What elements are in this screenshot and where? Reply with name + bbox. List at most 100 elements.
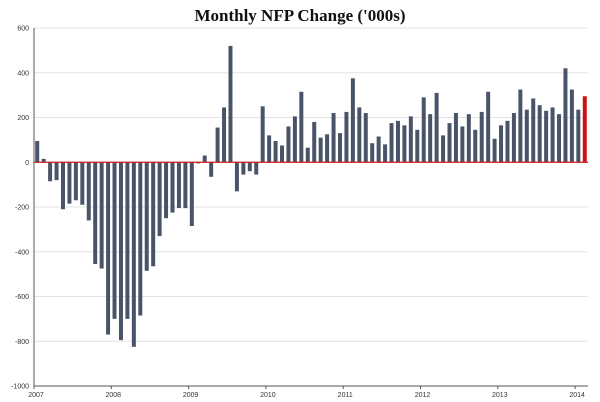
gridlines [34, 27, 588, 387]
bar [99, 162, 104, 269]
bar [241, 162, 246, 175]
bar [460, 126, 465, 163]
x-tick-label: 2007 [28, 392, 44, 399]
bar [441, 135, 446, 163]
y-tick-label: 200 [17, 115, 29, 122]
bar [511, 113, 516, 163]
bar [299, 91, 304, 163]
bar [479, 111, 484, 163]
y-tick-labels: 600 400 200 0 -200 -400 -600 -800 -1000 [11, 26, 29, 391]
bar [505, 120, 510, 163]
y-tick-label: 0 [25, 160, 29, 167]
bar [54, 162, 59, 181]
chart-title: Monthly NFP Change ('000s) [194, 6, 406, 25]
bar [106, 162, 111, 335]
bar [80, 162, 85, 205]
bar [267, 135, 272, 163]
y-tick-label: -200 [15, 205, 29, 212]
bar [247, 162, 252, 172]
bar [125, 162, 130, 319]
bar [228, 45, 233, 163]
bar [434, 92, 439, 163]
y-tick-label: -400 [15, 249, 29, 256]
bar [402, 125, 407, 163]
bar [164, 162, 169, 219]
axes [33, 28, 588, 389]
bar [292, 116, 297, 163]
bar [318, 137, 323, 163]
bar [151, 162, 156, 267]
bar [473, 129, 478, 163]
bar [408, 116, 413, 163]
bar [350, 78, 355, 163]
bar [447, 123, 452, 163]
bar [466, 114, 471, 163]
bar [280, 145, 285, 163]
bar [118, 162, 123, 341]
bar [273, 140, 278, 163]
bar [428, 114, 433, 163]
y-tick-label: 600 [17, 26, 29, 33]
bar [370, 143, 375, 163]
bar [209, 162, 214, 177]
bar [312, 121, 317, 163]
bar [537, 105, 542, 163]
y-tick-label: -800 [15, 339, 29, 346]
x-tick-label: 2012 [415, 392, 431, 399]
x-tick-label: 2009 [183, 392, 199, 399]
bar [305, 147, 310, 163]
bar [383, 144, 388, 163]
bar [73, 162, 78, 201]
bar [337, 133, 342, 163]
x-tick-label: 2013 [492, 392, 508, 399]
bar [86, 162, 91, 221]
bar [453, 113, 458, 163]
bar [524, 109, 529, 163]
bar [35, 140, 40, 163]
x-tick-label: 2014 [569, 392, 585, 399]
bar [144, 162, 149, 271]
bar [234, 162, 239, 192]
bar [550, 107, 555, 163]
x-tick-label: 2008 [106, 392, 122, 399]
bar [222, 107, 227, 163]
bar [395, 120, 400, 163]
bar [563, 68, 568, 163]
bar [41, 158, 46, 163]
bar [421, 97, 426, 163]
bar [376, 136, 381, 163]
bar [170, 162, 175, 213]
bar [415, 129, 420, 163]
y-tick-label: -1000 [11, 384, 29, 391]
bar [189, 162, 194, 227]
bar [325, 134, 330, 163]
bar [344, 111, 349, 163]
y-tick-label: -600 [15, 294, 29, 301]
y-tick-label: 400 [17, 70, 29, 77]
bar [486, 91, 491, 163]
bar [531, 98, 536, 163]
bar [60, 162, 65, 210]
bar [202, 155, 207, 163]
bar [157, 162, 162, 237]
bar [176, 162, 181, 209]
bar [569, 89, 574, 163]
bar [254, 162, 259, 175]
bar [260, 106, 265, 163]
bar [389, 123, 394, 163]
bar [48, 162, 53, 182]
bars [35, 45, 587, 347]
bar [357, 107, 362, 163]
x-tick-label: 2011 [338, 392, 353, 399]
bar [138, 162, 143, 316]
bar [492, 138, 497, 163]
bar [112, 162, 117, 319]
bar [363, 113, 368, 163]
x-tick-label: 2010 [260, 392, 276, 399]
bar [183, 162, 188, 209]
bar [67, 162, 72, 204]
bar [518, 89, 523, 163]
bar [93, 162, 98, 265]
bar [576, 109, 581, 163]
